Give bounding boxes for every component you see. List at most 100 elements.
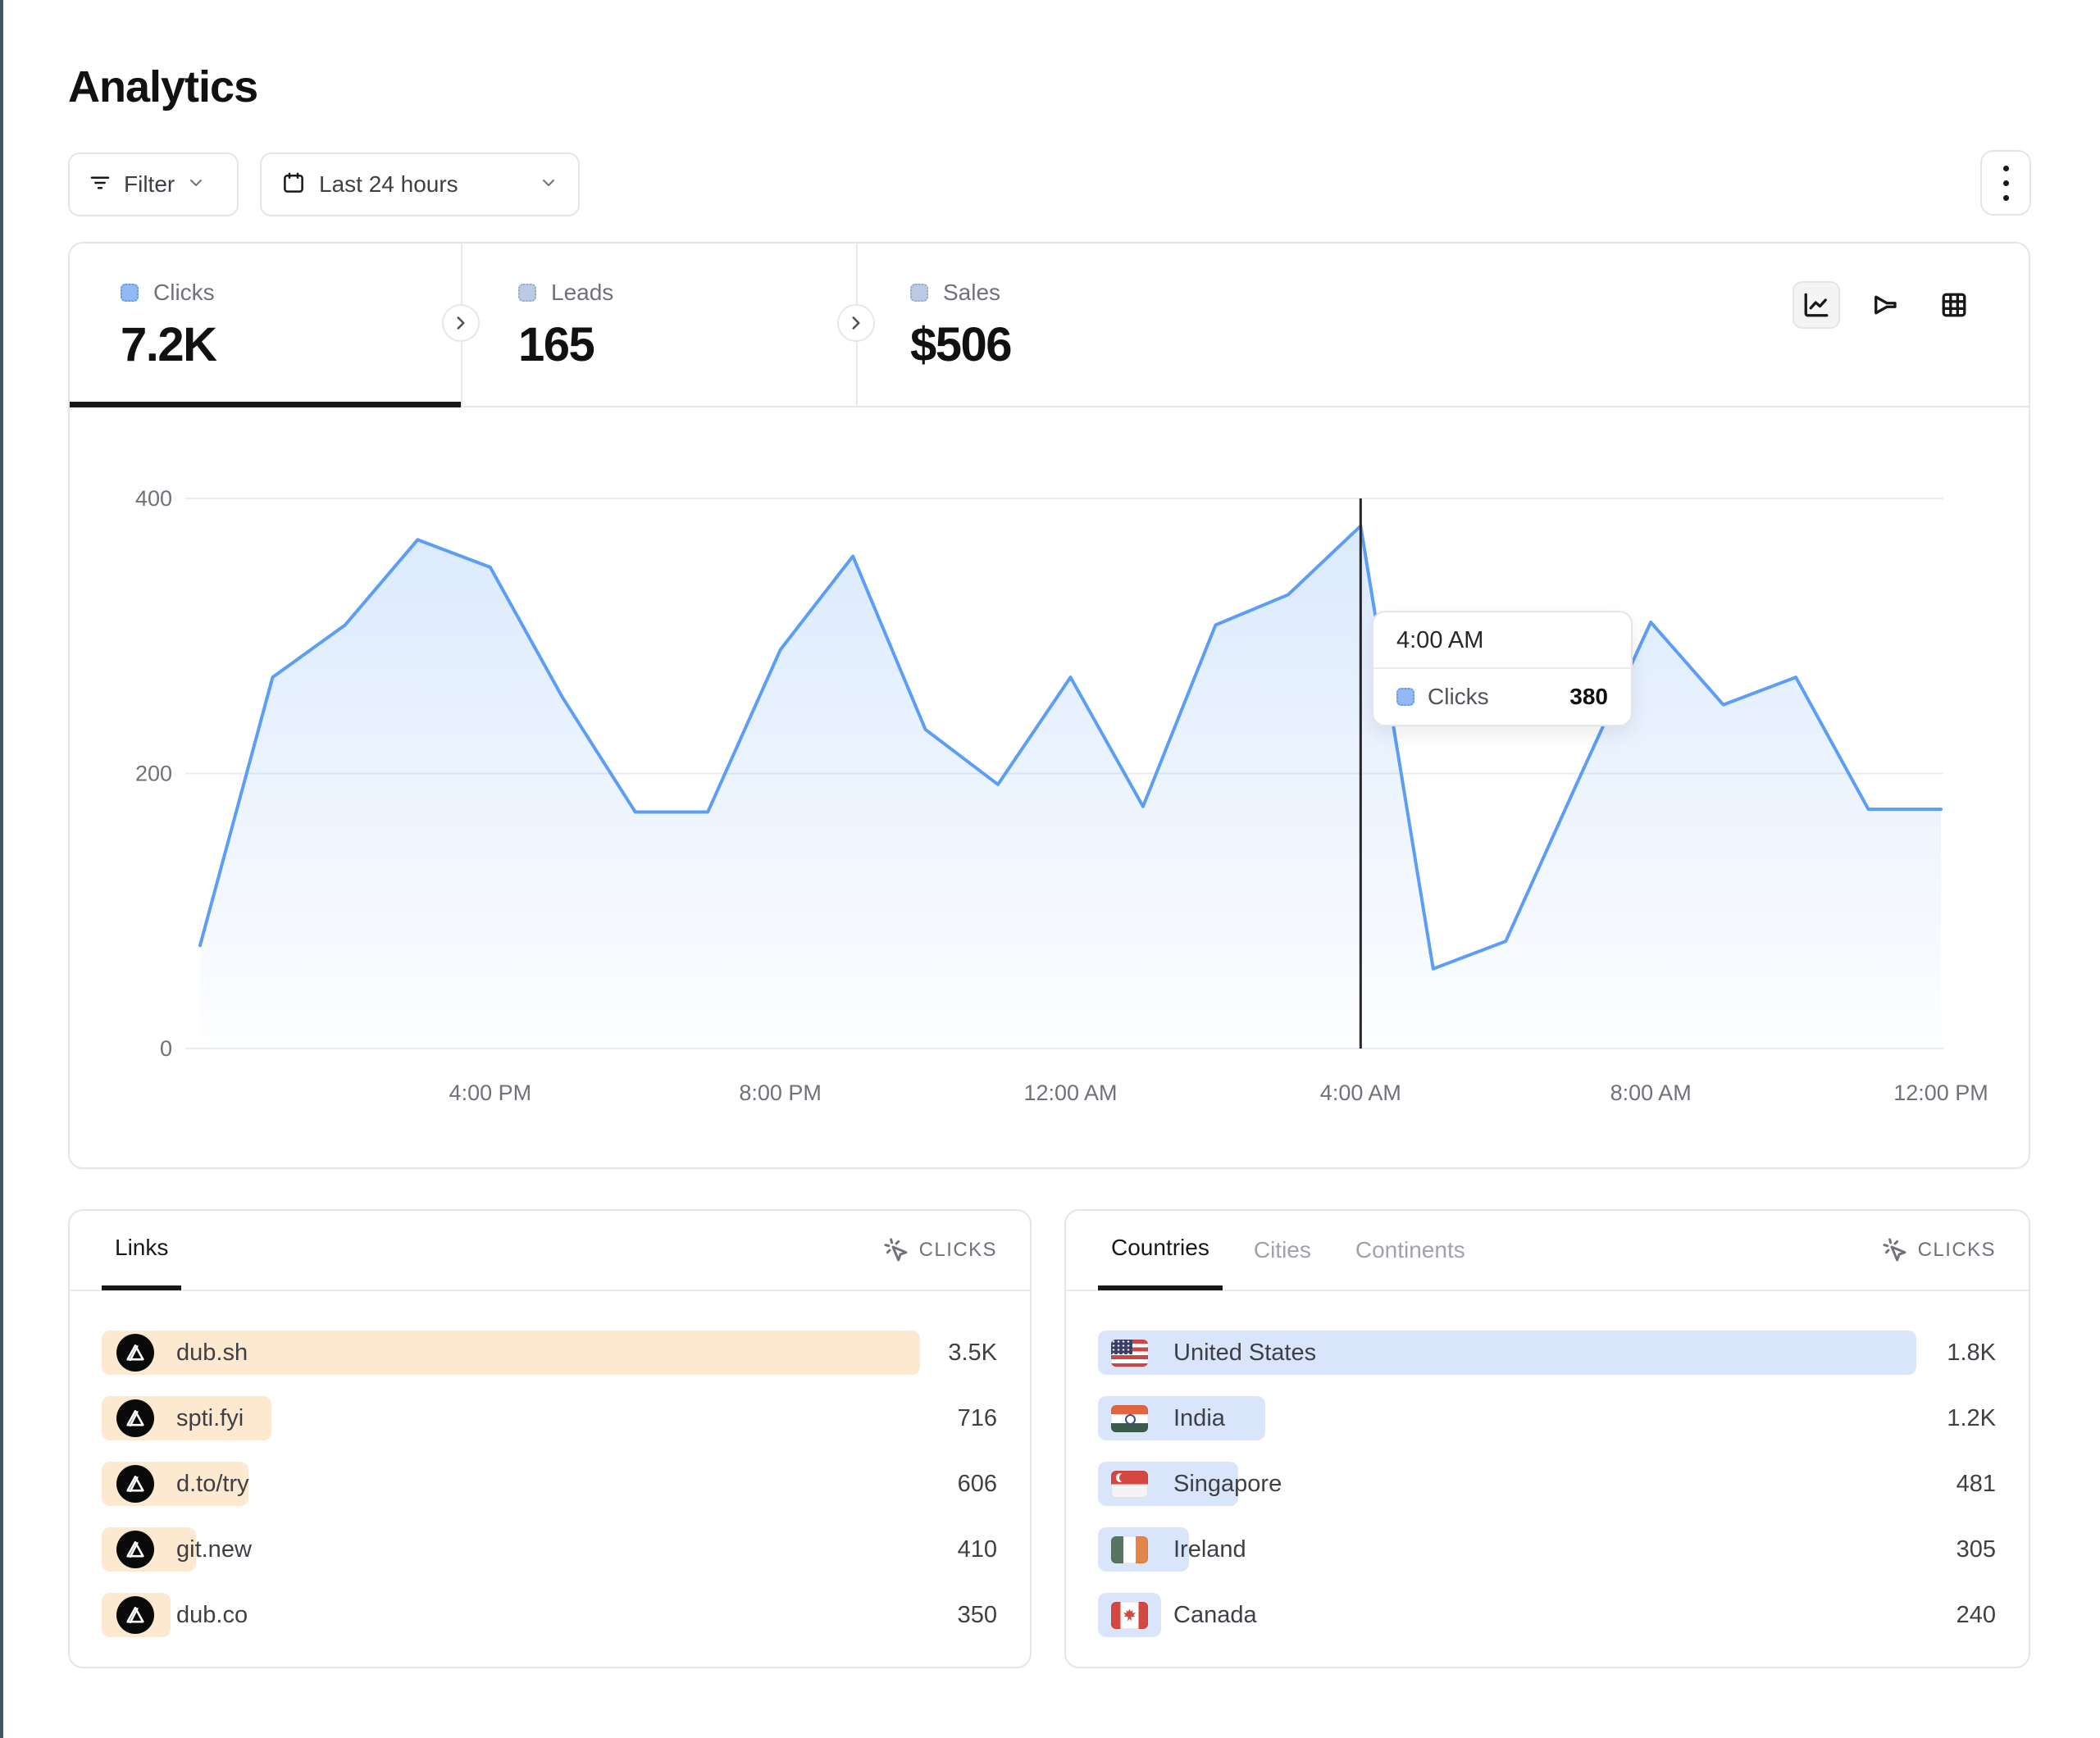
tab-links[interactable]: Links (102, 1210, 182, 1290)
tab-continents[interactable]: Continents (1355, 1237, 1465, 1263)
country-label: India (1173, 1404, 1225, 1431)
tab-countries[interactable]: Countries (1098, 1210, 1223, 1290)
stat-value: 7.2K (121, 318, 217, 371)
svg-text:8:00 AM: 8:00 AM (1610, 1081, 1692, 1105)
link-favicon (116, 1596, 154, 1634)
date-range-label: Last 24 hours (319, 171, 458, 197)
chart-tooltip: 4:00 AM Clicks 380 (1372, 611, 1633, 726)
expand-leads-button[interactable] (837, 304, 875, 342)
stat-label: Clicks (153, 280, 215, 305)
page-title: Analytics (68, 62, 258, 111)
links-panel: Links CLICKS dub.sh 3.5K spti.fyi 716 d.to/t… (68, 1209, 1032, 1668)
sg-flag-icon (1111, 1470, 1148, 1498)
stat-tabs: Clicks 7.2K Leads 165 Sales $506 (70, 243, 2029, 407)
country-label: Canada (1173, 1601, 1257, 1628)
countries-metric[interactable]: CLICKS (1882, 1237, 1996, 1263)
links-rows: dub.sh 3.5K spti.fyi 716 d.to/try 606 git.new 4… (70, 1291, 1030, 1637)
link-row[interactable]: spti.fyi 716 (102, 1396, 997, 1440)
link-label: spti.fyi (176, 1404, 244, 1431)
country-value: 1.2K (1947, 1404, 1996, 1431)
us-flag-icon (1111, 1339, 1148, 1367)
series-swatch (518, 284, 536, 302)
links-panel-header: Links CLICKS (70, 1211, 1030, 1291)
expand-clicks-button[interactable] (442, 304, 480, 342)
stat-tab-sales[interactable]: Sales $506 (856, 243, 1251, 406)
link-value: 3.5K (948, 1339, 997, 1366)
link-label: git.new (176, 1536, 252, 1563)
ie-flag-icon (1111, 1536, 1148, 1563)
countries-panel: Countries Cities Continents CLICKS United … (1064, 1209, 2030, 1668)
country-row[interactable]: India 1.2K (1098, 1396, 1996, 1440)
svg-text:400: 400 (135, 486, 172, 511)
links-metric-label: CLICKS (918, 1239, 997, 1261)
left-edge-strip (0, 0, 3, 1738)
value-bar (102, 1331, 920, 1375)
date-range-button[interactable]: Last 24 hours (260, 152, 580, 216)
country-value: 481 (1956, 1470, 1996, 1497)
link-favicon (116, 1334, 154, 1372)
table-view-button[interactable] (1930, 281, 1978, 329)
link-row[interactable]: dub.co 350 (102, 1593, 997, 1637)
stat-value: 165 (518, 318, 595, 371)
cursor-click-icon (1883, 1238, 1906, 1262)
link-favicon (116, 1531, 154, 1568)
tab-cities[interactable]: Cities (1253, 1237, 1311, 1263)
chevron-down-icon (539, 173, 558, 197)
link-row[interactable]: git.new 410 (102, 1527, 997, 1572)
country-row[interactable]: Ireland 305 (1098, 1527, 1996, 1572)
series-swatch (910, 284, 928, 302)
tooltip-value: 380 (1569, 684, 1608, 709)
stat-tab-leads[interactable]: Leads 165 (461, 243, 856, 406)
stat-label: Leads (551, 280, 614, 305)
calendar-icon (281, 171, 306, 199)
link-favicon (116, 1465, 154, 1503)
link-label: d.to/try (176, 1470, 249, 1497)
link-row[interactable]: dub.sh 3.5K (102, 1331, 997, 1375)
svg-text:0: 0 (160, 1036, 172, 1061)
tooltip-series-label: Clicks (1428, 684, 1489, 709)
country-label: United States (1173, 1339, 1317, 1366)
country-label: Ireland (1173, 1536, 1246, 1563)
filter-button-label: Filter (124, 171, 175, 197)
country-value: 305 (1956, 1536, 1996, 1563)
in-flag-icon (1111, 1404, 1148, 1432)
clicks-chart[interactable]: 0 200 400 4:00 PM 8:00 PM 12:00 AM 4:00 AM 8:00… (70, 407, 2029, 1167)
stat-label: Sales (943, 280, 1001, 305)
country-row[interactable]: United States 1.8K (1098, 1331, 1996, 1375)
tooltip-time: 4:00 AM (1373, 612, 1631, 669)
countries-panel-header: Countries Cities Continents CLICKS (1066, 1211, 2029, 1291)
svg-text:200: 200 (135, 762, 172, 786)
funnel-view-button[interactable] (1861, 281, 1909, 329)
svg-text:8:00 PM: 8:00 PM (739, 1081, 822, 1105)
series-swatch (121, 284, 139, 302)
value-bar (1098, 1331, 1916, 1375)
link-value: 606 (957, 1470, 997, 1497)
country-row[interactable]: Singapore 481 (1098, 1462, 1996, 1506)
svg-text:4:00 AM: 4:00 AM (1320, 1081, 1401, 1105)
countries-metric-label: CLICKS (1917, 1239, 1996, 1261)
svg-text:4:00 PM: 4:00 PM (449, 1081, 532, 1105)
ca-flag-icon (1111, 1601, 1148, 1629)
clicks-series-swatch (1396, 688, 1414, 706)
active-tab-underline (70, 402, 461, 407)
svg-text:12:00 PM: 12:00 PM (1893, 1081, 1988, 1105)
chart-type-switcher (1793, 281, 1978, 329)
country-value: 1.8K (1947, 1339, 1996, 1366)
link-favicon (116, 1399, 154, 1437)
more-options-button[interactable] (1980, 150, 2031, 216)
chevron-down-icon (186, 173, 206, 197)
links-metric[interactable]: CLICKS (883, 1237, 997, 1263)
countries-rows: United States 1.8K India 1.2K Singapore 481 Ir… (1066, 1291, 2029, 1637)
filter-button[interactable]: Filter (68, 152, 239, 216)
link-row[interactable]: d.to/try 606 (102, 1462, 997, 1506)
link-value: 716 (957, 1404, 997, 1431)
link-label: dub.sh (176, 1339, 248, 1366)
kebab-menu-icon (2002, 165, 2009, 171)
area-chart-canvas: 0 200 400 4:00 PM 8:00 PM 12:00 AM 4:00 AM 8:00… (135, 486, 1988, 1105)
cursor-click-icon (884, 1238, 908, 1262)
line-chart-view-button[interactable] (1793, 281, 1840, 329)
analytics-card: Clicks 7.2K Leads 165 Sales $506 (68, 242, 2030, 1169)
country-row[interactable]: Canada 240 (1098, 1593, 1996, 1637)
stat-tab-clicks[interactable]: Clicks 7.2K (70, 243, 461, 406)
